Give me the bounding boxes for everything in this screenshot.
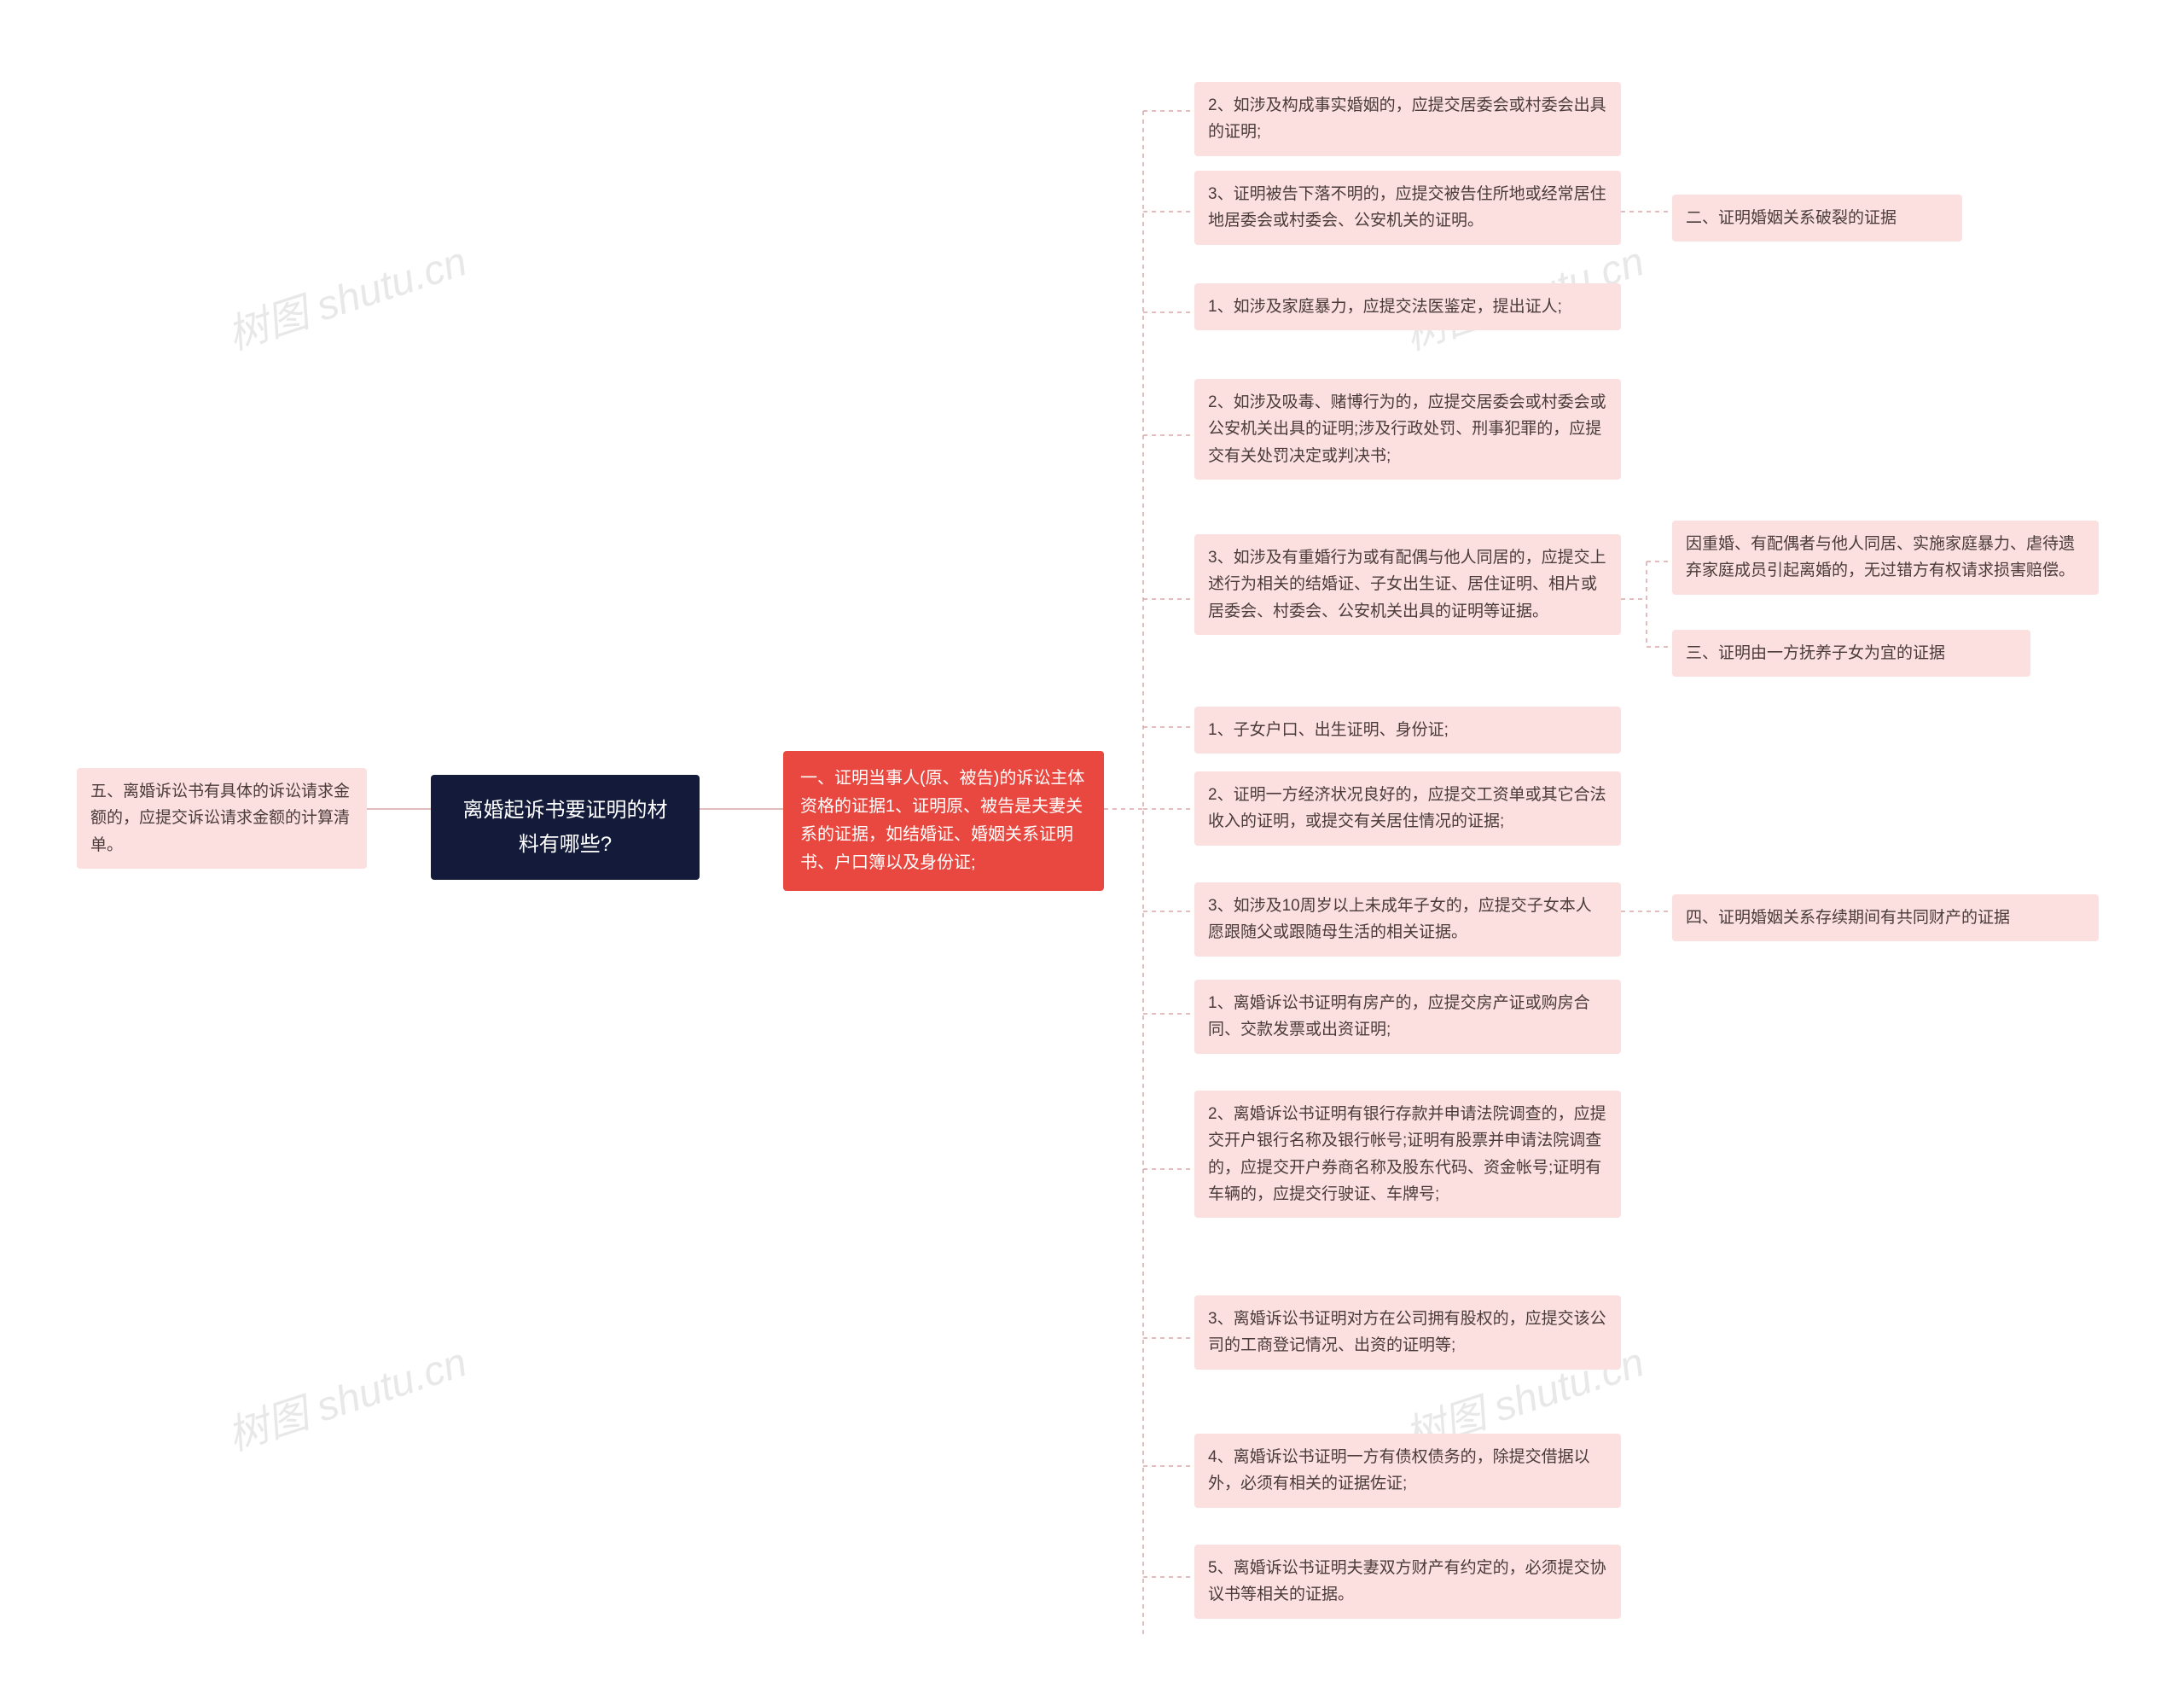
node-l2-4: 2、如涉及吸毒、赌博行为的，应提交居委会或村委会或公安机关出具的证明;涉及行政处… — [1194, 379, 1621, 480]
node-l2-2: 3、证明被告下落不明的，应提交被告住所地或经常居住地居委会或村委会、公安机关的证… — [1194, 171, 1621, 245]
mindmap-canvas: 树图 shutu.cn 树图 shutu.cn 树图 shutu.cn 树图 s… — [0, 0, 2184, 1705]
center-node: 离婚起诉书要证明的材料有哪些? — [431, 775, 700, 880]
node-l2-6: 1、子女户口、出生证明、身份证; — [1194, 707, 1621, 754]
node-left-5: 五、离婚诉讼书有具体的诉讼请求金额的，应提交诉讼请求金额的计算清单。 — [77, 768, 367, 869]
watermark: 树图 shutu.cn — [218, 1329, 473, 1462]
node-l2-11: 3、离婚诉讼书证明对方在公司拥有股权的，应提交该公司的工商登记情况、出资的证明等… — [1194, 1295, 1621, 1370]
watermark: 树图 shutu.cn — [218, 228, 473, 361]
node-l2-10: 2、离婚诉讼书证明有银行存款并申请法院调查的，应提交开户银行名称及银行帐号;证明… — [1194, 1091, 1621, 1218]
node-l2-13: 5、离婚诉讼书证明夫妻双方财产有约定的，必须提交协议书等相关的证据。 — [1194, 1545, 1621, 1619]
node-l2-9: 1、离婚诉讼书证明有房产的，应提交房产证或购房合同、交款发票或出资证明; — [1194, 980, 1621, 1054]
node-level1-main: 一、证明当事人(原、被告)的诉讼主体资格的证据1、证明原、被告是夫妻关系的证据，… — [783, 751, 1104, 891]
node-l3-1: 二、证明婚姻关系破裂的证据 — [1672, 195, 1962, 241]
node-l2-8: 3、如涉及10周岁以上未成年子女的，应提交子女本人愿跟随父或跟随母生活的相关证据… — [1194, 882, 1621, 957]
node-l3-4: 四、证明婚姻关系存续期间有共同财产的证据 — [1672, 894, 2099, 941]
node-l3-2: 因重婚、有配偶者与他人同居、实施家庭暴力、虐待遗弃家庭成员引起离婚的，无过错方有… — [1672, 521, 2099, 595]
node-l2-12: 4、离婚诉讼书证明一方有债权债务的，除提交借据以外，必须有相关的证据佐证; — [1194, 1434, 1621, 1508]
node-l2-3: 1、如涉及家庭暴力，应提交法医鉴定，提出证人; — [1194, 283, 1621, 330]
node-l2-1: 2、如涉及构成事实婚姻的，应提交居委会或村委会出具的证明; — [1194, 82, 1621, 156]
node-l3-3: 三、证明由一方抚养子女为宜的证据 — [1672, 630, 2030, 677]
node-l2-5: 3、如涉及有重婚行为或有配偶与他人同居的，应提交上述行为相关的结婚证、子女出生证… — [1194, 534, 1621, 635]
node-l2-7: 2、证明一方经济状况良好的，应提交工资单或其它合法收入的证明，或提交有关居住情况… — [1194, 771, 1621, 846]
